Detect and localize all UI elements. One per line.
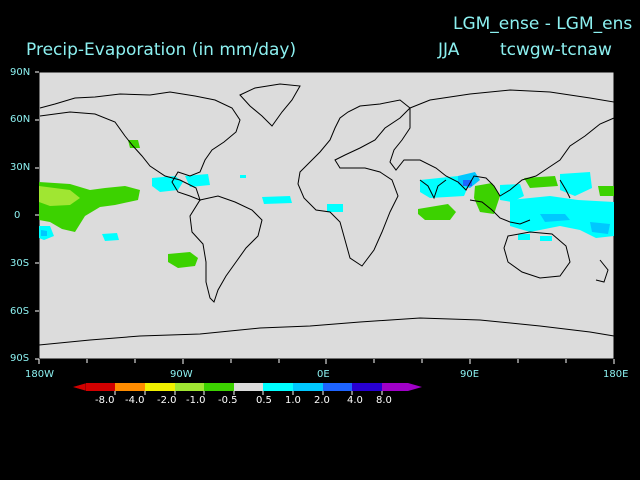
colorbar-label: 1.0 bbox=[285, 395, 301, 406]
experiment-title: LGM_ense - LGM_ens bbox=[453, 14, 633, 34]
season-label: JJA bbox=[438, 40, 460, 60]
variable-label: tcwgw-tcnaw bbox=[500, 40, 612, 60]
coastlines bbox=[38, 83, 615, 346]
lon-label-90e: 90E bbox=[460, 369, 480, 380]
lon-label-0e: 0E bbox=[317, 369, 330, 380]
lat-label-60s: 60S bbox=[10, 306, 30, 317]
asia-coast bbox=[389, 89, 615, 197]
colorbar-label: -4.0 bbox=[125, 395, 145, 406]
colorbar-label: 4.0 bbox=[347, 395, 363, 406]
lat-label-30n: 30N bbox=[10, 162, 31, 173]
colorbar-label: -8.0 bbox=[95, 395, 115, 406]
plot-title: Precip-Evaporation (in mm/day) bbox=[26, 40, 297, 60]
lat-label-90s: 90S bbox=[10, 353, 30, 364]
australia-coast bbox=[503, 231, 571, 279]
colorbar-label: 8.0 bbox=[376, 395, 392, 406]
colorbar-label: 2.0 bbox=[314, 395, 330, 406]
greenland-coast bbox=[239, 83, 301, 127]
lon-label-180e: 180E bbox=[603, 369, 629, 380]
lat-label-30s: 30S bbox=[10, 258, 30, 269]
colorbar-end-right bbox=[408, 383, 422, 391]
europe-africa-coast bbox=[297, 99, 411, 267]
lon-label-180w: 180W bbox=[25, 369, 54, 380]
axis-ticks bbox=[35, 71, 615, 364]
antarctica-coast bbox=[38, 317, 615, 346]
colorbar-label: -1.0 bbox=[186, 395, 206, 406]
north-america-coast bbox=[39, 91, 241, 201]
lat-label-60n: 60N bbox=[10, 114, 31, 125]
colorbar-label: -0.5 bbox=[218, 395, 238, 406]
shaded-regions bbox=[39, 140, 614, 268]
colorbar-end-left bbox=[71, 382, 87, 392]
lon-label-90w: 90W bbox=[170, 369, 193, 380]
south-america-coast bbox=[189, 195, 263, 303]
colorbar-label: 0.5 bbox=[256, 395, 272, 406]
colorbar bbox=[71, 382, 422, 395]
lat-label-90n: 90N bbox=[10, 67, 31, 78]
lat-label-eq: 0 bbox=[14, 210, 21, 221]
colorbar-label: -2.0 bbox=[157, 395, 177, 406]
